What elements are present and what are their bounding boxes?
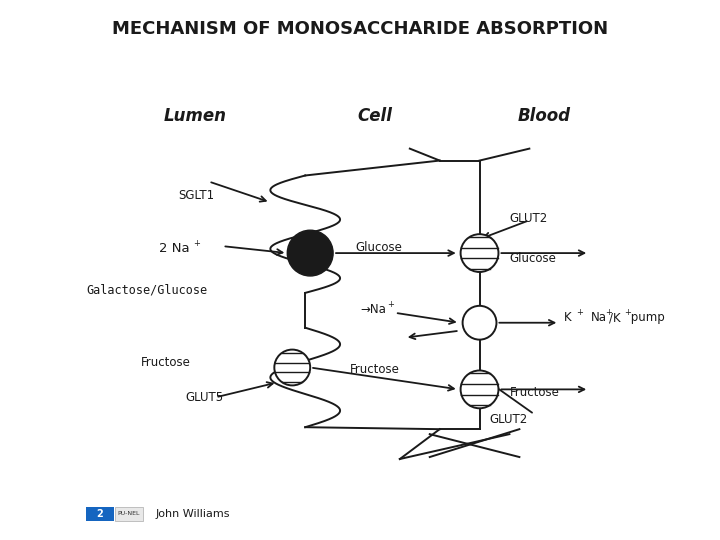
FancyBboxPatch shape	[115, 507, 143, 521]
Text: PU-NEL: PU-NEL	[117, 511, 140, 516]
Text: GLUT2: GLUT2	[510, 212, 548, 225]
Text: Fructose: Fructose	[350, 363, 400, 376]
Text: 2: 2	[96, 509, 104, 519]
Text: +: +	[194, 239, 200, 248]
Text: Blood: Blood	[518, 107, 571, 125]
Text: Glucose: Glucose	[510, 252, 557, 265]
Text: Cell: Cell	[357, 107, 392, 125]
Text: GLUT2: GLUT2	[490, 413, 528, 426]
Text: +: +	[605, 308, 612, 318]
Text: /K: /K	[609, 311, 621, 324]
Text: +: +	[624, 308, 631, 318]
Text: Fructose: Fructose	[141, 356, 191, 369]
Text: 2 Na: 2 Na	[159, 241, 189, 255]
Text: SGLT1: SGLT1	[179, 189, 215, 202]
FancyBboxPatch shape	[86, 507, 114, 521]
Text: →Na: →Na	[360, 303, 386, 316]
Text: +: +	[387, 300, 394, 309]
Circle shape	[461, 234, 498, 272]
Text: John Williams: John Williams	[156, 509, 230, 519]
Text: GLUT5: GLUT5	[186, 391, 224, 404]
Text: Lumen: Lumen	[164, 107, 227, 125]
Circle shape	[461, 370, 498, 408]
Text: +: +	[576, 308, 583, 318]
Text: Glucose: Glucose	[355, 241, 402, 254]
Text: pump: pump	[627, 311, 665, 324]
Circle shape	[463, 306, 497, 340]
Circle shape	[274, 349, 310, 386]
Text: MECHANISM OF MONOSACCHARIDE ABSORPTION: MECHANISM OF MONOSACCHARIDE ABSORPTION	[112, 20, 608, 38]
Text: K: K	[564, 311, 572, 324]
Text: Na: Na	[591, 311, 607, 324]
Text: Galactose/Glucose: Galactose/Glucose	[86, 284, 207, 296]
Text: Fructose: Fructose	[510, 386, 559, 399]
Circle shape	[287, 230, 333, 276]
